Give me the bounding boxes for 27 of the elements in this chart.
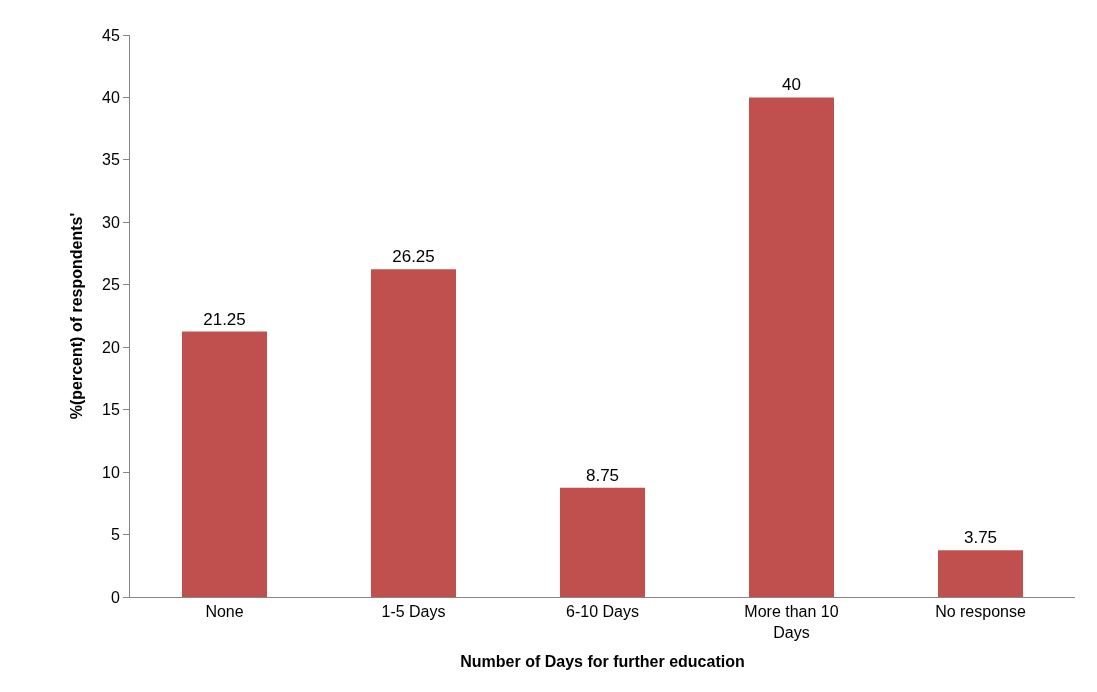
y-tick-label: 20 <box>102 338 120 356</box>
y-tick-label: 30 <box>102 213 120 231</box>
y-tick-label: 5 <box>110 526 120 544</box>
y-tick-label: 35 <box>102 151 120 169</box>
y-tick-label: 10 <box>102 463 120 481</box>
bar <box>559 487 646 597</box>
y-tick-label: 40 <box>102 89 120 107</box>
data-label: 26.25 <box>392 247 435 267</box>
x-axis-title: Number of Days for further education <box>460 652 745 670</box>
y-tick-label: 15 <box>102 401 120 419</box>
bar <box>181 331 268 597</box>
x-tick-label: None <box>205 603 244 621</box>
x-tick-label: 1-5 Days <box>381 603 446 621</box>
x-tick-label: 6-10 Days <box>566 603 639 621</box>
data-label: 21.25 <box>203 309 246 329</box>
bar <box>748 97 835 597</box>
y-tick-label: 0 <box>110 588 120 606</box>
data-label: 40 <box>782 75 801 95</box>
data-label: 8.75 <box>585 465 620 485</box>
y-tick-label: 45 <box>102 26 120 44</box>
bar <box>937 550 1024 597</box>
data-label: 3.75 <box>963 528 998 548</box>
x-tick-label: No response <box>935 603 1026 621</box>
y-tick-label: 25 <box>102 276 120 294</box>
x-tick-label: More than 10 Days <box>744 603 839 641</box>
y-axis-title: %(percent) of respondents' <box>67 212 85 420</box>
bar <box>370 269 457 597</box>
